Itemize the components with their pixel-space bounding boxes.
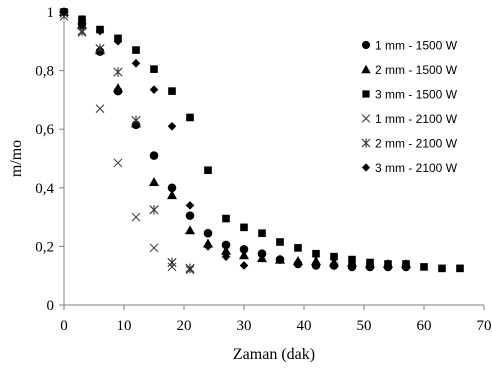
data-point	[149, 85, 159, 94]
data-point	[149, 243, 159, 253]
data-point	[113, 158, 123, 168]
legend-marker	[362, 90, 370, 98]
data-point	[131, 212, 141, 222]
data-point	[77, 26, 87, 36]
data-point	[186, 113, 194, 122]
y-tick-label: 0,6	[35, 122, 54, 138]
y-tick-label: 0,2	[35, 239, 54, 255]
data-point	[312, 249, 320, 258]
data-point	[149, 204, 159, 215]
data-point	[311, 256, 321, 266]
legend-marker	[361, 64, 371, 74]
data-point	[95, 104, 105, 114]
data-point	[276, 238, 284, 246]
data-point	[167, 121, 177, 131]
data-point	[168, 87, 176, 95]
data-point	[420, 263, 428, 271]
data-point	[149, 176, 159, 186]
x-tick-label: 0	[60, 318, 68, 334]
data-point	[275, 254, 285, 264]
x-tick-label: 70	[477, 318, 492, 334]
data-point	[239, 261, 249, 270]
y-tick-label: 1	[47, 5, 55, 21]
x-tick-label: 40	[297, 318, 312, 334]
data-point	[77, 20, 87, 30]
legend-marker	[361, 138, 371, 148]
data-point	[438, 264, 446, 273]
x-tick-label: 50	[357, 318, 372, 334]
x-tick-label: 60	[417, 318, 432, 334]
legend-label: 2 mm - 2100 W	[375, 137, 458, 151]
data-point	[456, 264, 464, 273]
legend-marker	[361, 163, 371, 172]
data-point	[221, 240, 231, 250]
data-point	[185, 225, 195, 235]
x-tick-label: 30	[237, 318, 252, 334]
x-tick-label: 10	[117, 318, 132, 334]
data-point	[167, 257, 177, 268]
data-point	[113, 67, 123, 77]
data-point	[330, 252, 338, 261]
legend-label: 3 mm - 1500 W	[375, 88, 458, 102]
y-tick-label: 0,8	[35, 64, 54, 80]
x-tick-label: 20	[177, 318, 192, 334]
legend-marker	[361, 114, 371, 123]
data-point	[258, 229, 266, 238]
y-tick-label: 0	[47, 298, 55, 314]
data-point	[131, 115, 141, 126]
data-point	[113, 83, 123, 93]
data-point	[203, 228, 213, 238]
data-point	[239, 245, 249, 254]
data-point	[132, 46, 140, 54]
legend-label: 1 mm - 1500 W	[375, 39, 458, 53]
data-point	[185, 201, 195, 210]
data-point	[59, 7, 69, 17]
data-point	[167, 190, 177, 200]
data-point	[95, 26, 105, 36]
data-point	[149, 151, 159, 160]
data-point	[150, 65, 158, 73]
data-point	[239, 250, 249, 260]
data-point	[348, 255, 356, 264]
data-point	[293, 256, 303, 266]
data-point	[185, 263, 195, 274]
legend-label: 3 mm - 2100 W	[375, 161, 458, 175]
data-marks	[59, 7, 464, 275]
data-point	[221, 245, 231, 255]
legend: 1 mm - 1500 W 2 mm - 1500 W 3 mm - 1500 W 1…	[361, 39, 458, 175]
data-point	[402, 260, 410, 268]
data-point	[203, 242, 213, 251]
data-point	[131, 58, 141, 68]
data-point	[95, 43, 105, 54]
data-point	[77, 15, 87, 24]
data-point	[204, 166, 212, 175]
data-point	[329, 257, 339, 267]
axes: 0 10 20 30 40 50 60 70 0 0,2 0,4 0,6 0,8 1	[35, 5, 491, 334]
data-point	[257, 253, 267, 263]
legend-label: 2 mm - 1500 W	[375, 63, 458, 77]
data-point	[366, 258, 374, 267]
data-point	[222, 214, 230, 223]
legend-label: 1 mm - 2100 W	[375, 112, 458, 126]
x-axis-label: Zaman (dak)	[233, 346, 315, 363]
data-point	[221, 252, 231, 261]
legend-marker	[361, 40, 371, 50]
data-point	[113, 37, 123, 46]
y-axis-label: m/mo	[8, 140, 25, 177]
data-point	[240, 223, 248, 232]
data-point	[185, 211, 195, 220]
data-point	[167, 183, 177, 193]
data-point	[294, 244, 302, 252]
data-point	[384, 260, 392, 268]
y-tick-label: 0,4	[35, 181, 54, 197]
